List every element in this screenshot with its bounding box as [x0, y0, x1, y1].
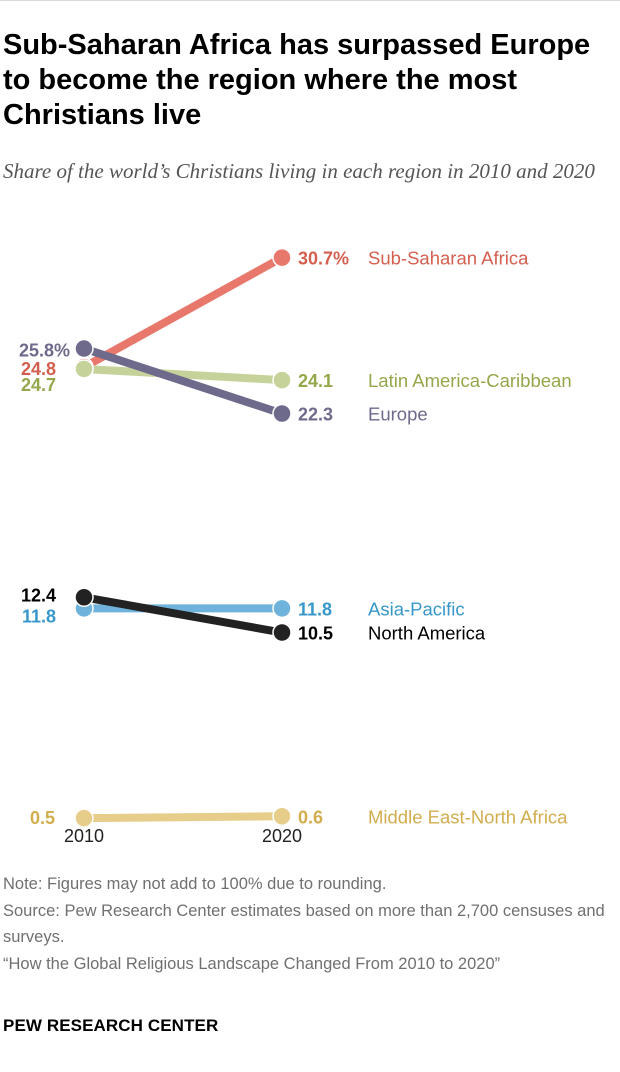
x-tick-2010: 2010 [64, 826, 104, 846]
chart-notes: Note: Figures may not add to 100% due to… [3, 871, 615, 977]
label-2020-europe: 22.3 [298, 405, 333, 425]
label-2020-north-america: 10.5 [298, 624, 333, 644]
line-sub-saharan-africa [80, 253, 286, 372]
label-2020-latin-america-caribbean: 24.1 [298, 371, 333, 391]
chart-title: Sub-Saharan Africa has surpassed Europe … [3, 29, 591, 131]
label-2020-middle-east-north-africa: 0.6 [298, 807, 323, 827]
top-rule [0, 0, 620, 1]
series-labels: 24.8 30.7% Sub-Saharan Africa 24.7 24.1 Latin… [19, 248, 572, 829]
point-latin-america-caribbean-2010 [74, 359, 94, 379]
point-middle-east-north-africa-2020 [272, 806, 292, 827]
point-asia-pacific-2020 [272, 598, 292, 619]
series-points [74, 247, 292, 828]
note-text: Note: Figures may not add to 100% due to… [3, 875, 387, 893]
source-text: Source: Pew Research Center estimates ba… [3, 901, 605, 947]
series-name-middle-east-north-africa: Middle East-North Africa [368, 806, 568, 827]
point-europe-2020 [272, 403, 292, 424]
line-north-america [80, 593, 286, 637]
line-latin-america-caribbean [80, 364, 286, 385]
chart-subtitle: Share of the world’s Christians living i… [3, 159, 595, 183]
label-2010-middle-east-north-africa: 0.5 [30, 808, 55, 828]
label-2010-sub-saharan-africa: 24.8 [21, 359, 56, 379]
x-tick-2020: 2020 [262, 826, 302, 846]
report-title: “How the Global Religious Landscape Chan… [3, 954, 501, 973]
series-name-north-america: North America [368, 623, 486, 644]
line-europe [80, 344, 286, 418]
label-2010-latin-america-caribbean: 24.7 [21, 375, 56, 395]
slope-chart: 24.8 30.7% Sub-Saharan Africa 24.7 24.1 Latin… [19, 247, 572, 846]
point-north-america-2010 [74, 587, 94, 608]
point-north-america-2020 [272, 622, 292, 643]
series-name-asia-pacific: Asia-Pacific [368, 598, 465, 619]
org-credit: PEW RESEARCH CENTER [3, 1016, 219, 1035]
point-latin-america-caribbean-2020 [272, 370, 292, 390]
series-name-latin-america-caribbean: Latin America-Caribbean [368, 370, 572, 391]
label-2010-north-america: 12.4 [21, 585, 56, 605]
point-europe-2010 [74, 338, 94, 359]
line-middle-east-north-africa [80, 812, 286, 823]
label-2020-sub-saharan-africa: 30.7% [298, 249, 349, 269]
point-sub-saharan-africa-2020 [272, 247, 292, 268]
label-2020-asia-pacific: 11.8 [298, 599, 332, 619]
series-lines [80, 253, 286, 823]
label-2010-asia-pacific: 11.8 [22, 606, 56, 626]
point-middle-east-north-africa-2010 [74, 808, 94, 828]
series-name-sub-saharan-africa: Sub-Saharan Africa [368, 248, 529, 269]
label-2010-europe: 25.8% [19, 341, 70, 361]
series-name-europe: Europe [368, 404, 428, 425]
